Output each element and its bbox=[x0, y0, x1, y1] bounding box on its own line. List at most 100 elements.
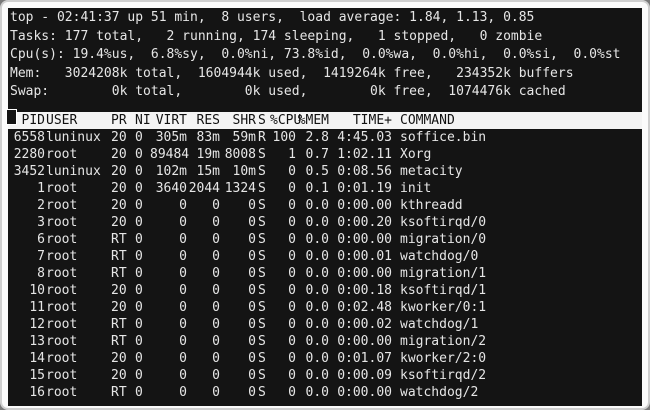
cell-command: kworker/0:1 bbox=[400, 300, 487, 315]
cell-pr: RT bbox=[111, 334, 127, 349]
cell-ni: 0 bbox=[135, 368, 143, 383]
cell-shr: 8008 bbox=[224, 147, 256, 162]
cell-shr: 0 bbox=[248, 232, 256, 247]
cell-user: luninux bbox=[46, 130, 101, 145]
table-row[interactable]: 3452 luninux 20 0 102m 15m 10m S 0 0.5 0:08.56 meta… bbox=[8, 163, 642, 180]
cell-pid: 2 bbox=[37, 198, 45, 213]
cell-cpu: 100 bbox=[272, 130, 296, 145]
column-header-user: USER bbox=[46, 113, 78, 128]
cell-mem: 2.8 bbox=[305, 130, 329, 145]
cell-virt: 0 bbox=[179, 385, 187, 400]
column-header-ni: NI bbox=[135, 113, 151, 128]
cell-virt: 305m bbox=[155, 130, 187, 145]
cell-shr: 0 bbox=[248, 300, 256, 315]
cell-virt: 0 bbox=[179, 266, 187, 281]
cell-user: root bbox=[46, 385, 78, 400]
table-row[interactable]: 6558 luninux 20 0 305m 83m 59m R 100 2.8 4:45.03 so… bbox=[8, 129, 642, 146]
cell-cpu: 0 bbox=[288, 215, 296, 230]
cell-pid: 13 bbox=[29, 334, 45, 349]
cell-time: 0:00.00 bbox=[337, 232, 392, 247]
cell-shr: 10m bbox=[232, 164, 256, 179]
cell-ni: 0 bbox=[135, 147, 143, 162]
cell-mem: 0.0 bbox=[305, 215, 329, 230]
cell-time: 0:00.02 bbox=[337, 317, 392, 332]
cell-virt: 0 bbox=[179, 283, 187, 298]
cell-pr: RT bbox=[111, 385, 127, 400]
cell-cpu: 0 bbox=[288, 266, 296, 281]
cell-state: S bbox=[258, 283, 266, 298]
table-row[interactable]: 8 root RT 0 0 0 0 S 0 0.0 0:00.00 migration/1 bbox=[8, 265, 642, 282]
cell-res: 2044 bbox=[188, 181, 220, 196]
cell-command: watchdog/2 bbox=[400, 385, 479, 400]
table-row[interactable]: 6 root RT 0 0 0 0 S 0 0.0 0:00.00 migration/0 bbox=[8, 231, 642, 248]
table-row[interactable]: 1 root 20 0 3640 2044 1324 S 0 0.1 0:01.19 init bbox=[8, 180, 642, 197]
cell-ni: 0 bbox=[135, 266, 143, 281]
swap-line: Swap: 0k total, 0k used, 0k free, 107447… bbox=[10, 84, 566, 99]
cell-mem: 0.0 bbox=[305, 351, 329, 366]
cell-user: root bbox=[46, 300, 78, 315]
table-row[interactable]: 11 root 20 0 0 0 0 S 0 0.0 0:02.48 kworker/0:1 bbox=[8, 299, 642, 316]
table-row[interactable]: 13 root RT 0 0 0 0 S 0 0.0 0:00.00 migration/2 bbox=[8, 333, 642, 350]
tasks-line: Tasks: 177 total, 2 running, 174 sleepin… bbox=[10, 28, 543, 44]
cell-ni: 0 bbox=[135, 317, 143, 332]
table-row[interactable]: 12 root RT 0 0 0 0 S 0 0.0 0:00.02 watchdog/1 bbox=[8, 316, 642, 333]
cell-virt: 0 bbox=[179, 215, 187, 230]
cell-virt: 0 bbox=[179, 317, 187, 332]
cell-res: 0 bbox=[212, 215, 220, 230]
mem-line: Mem: 3024208k total, 1604944k used, 1419… bbox=[10, 65, 574, 81]
cell-ni: 0 bbox=[135, 232, 143, 247]
cell-pr: 20 bbox=[111, 351, 127, 366]
cell-state: S bbox=[258, 198, 266, 213]
cell-time: 0:00.20 bbox=[337, 215, 392, 230]
cell-state: S bbox=[258, 351, 266, 366]
cell-res: 0 bbox=[212, 232, 220, 247]
cell-command: ksoftirqd/2 bbox=[400, 368, 487, 383]
cell-command: soffice.bin bbox=[400, 130, 487, 145]
cell-pid: 2280 bbox=[13, 147, 45, 162]
cell-mem: 0.0 bbox=[305, 198, 329, 213]
cell-state: S bbox=[258, 215, 266, 230]
cell-state: S bbox=[258, 317, 266, 332]
cell-command: migration/1 bbox=[400, 266, 487, 281]
cell-pr: 20 bbox=[111, 198, 127, 213]
table-row[interactable]: 15 root 20 0 0 0 0 S 0 0.0 0:00.09 ksoftirqd/2 bbox=[8, 367, 642, 384]
cell-time: 0:08.56 bbox=[337, 164, 392, 179]
cell-res: 0 bbox=[212, 198, 220, 213]
table-row[interactable]: 7 root RT 0 0 0 0 S 0 0.0 0:00.01 watchdog/0 bbox=[8, 248, 642, 265]
cell-cpu: 0 bbox=[288, 232, 296, 247]
cell-pr: 20 bbox=[111, 164, 127, 179]
cell-pid: 3 bbox=[37, 215, 45, 230]
cell-mem: 0.0 bbox=[305, 317, 329, 332]
cell-time: 0:00.00 bbox=[337, 266, 392, 281]
table-row[interactable]: 2 root 20 0 0 0 0 S 0 0.0 0:00.00 kthreadd bbox=[8, 197, 642, 214]
table-row[interactable]: 10 root 20 0 0 0 0 S 0 0.0 0:00.18 ksoftirqd/1 bbox=[8, 282, 642, 299]
cell-time: 0:00.00 bbox=[337, 385, 392, 400]
cell-pid: 10 bbox=[29, 283, 45, 298]
cell-user: root bbox=[46, 351, 78, 366]
cell-command: watchdog/0 bbox=[400, 249, 479, 264]
cell-ni: 0 bbox=[135, 249, 143, 264]
cell-ni: 0 bbox=[135, 334, 143, 349]
cell-mem: 0.0 bbox=[305, 368, 329, 383]
cell-shr: 0 bbox=[248, 266, 256, 281]
table-header: PID USER PR NI VIRT RES SHR S %CPU %MEM TIME+ COMMA… bbox=[8, 112, 642, 129]
table-row[interactable]: 2280 root 20 0 89484 19m 8008 S 1 0.7 1:02.11 Xorg bbox=[8, 146, 642, 163]
cpu-line: Cpu(s): 19.4%us, 6.8%sy, 0.0%ni, 73.8%id… bbox=[10, 47, 621, 62]
cell-state: S bbox=[258, 385, 266, 400]
cell-cpu: 0 bbox=[288, 300, 296, 315]
cell-time: 0:00.01 bbox=[337, 249, 392, 264]
column-header-mem: %MEM bbox=[297, 113, 329, 128]
cell-state: S bbox=[258, 300, 266, 315]
table-row[interactable]: 16 root RT 0 0 0 0 S 0 0.0 0:00.00 watchdog/2 bbox=[8, 384, 642, 401]
cell-state: S bbox=[258, 147, 266, 162]
table-row[interactable]: 14 root 20 0 0 0 0 S 0 0.0 0:01.07 kworker/2:0 bbox=[8, 350, 642, 367]
cell-cpu: 0 bbox=[288, 334, 296, 349]
cell-state: S bbox=[258, 334, 266, 349]
cell-user: luninux bbox=[46, 164, 101, 179]
cell-command: metacity bbox=[400, 164, 463, 179]
cell-virt: 89484 bbox=[150, 147, 190, 162]
cell-pid: 11 bbox=[29, 300, 45, 315]
table-row[interactable]: 3 root 20 0 0 0 0 S 0 0.0 0:00.20 ksoftirqd/0 bbox=[8, 214, 642, 231]
cell-pid: 16 bbox=[29, 385, 45, 400]
cell-shr: 1324 bbox=[224, 181, 256, 196]
